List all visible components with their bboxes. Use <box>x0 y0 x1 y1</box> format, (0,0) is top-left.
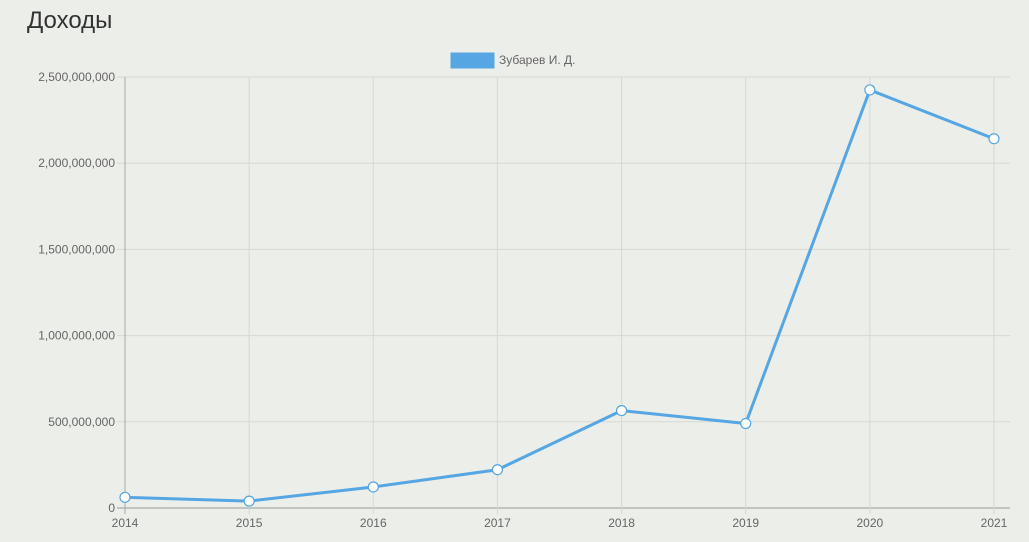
page-title: Доходы <box>27 7 113 34</box>
legend-swatch[interactable] <box>450 52 495 69</box>
x-tick-label: 2017 <box>484 516 511 530</box>
data-point[interactable] <box>740 417 752 430</box>
data-point[interactable] <box>988 133 1000 145</box>
data-point[interactable] <box>367 481 379 493</box>
x-tick-label: 2015 <box>236 516 263 530</box>
axes: 0 500,000,000 1,000,000,000 1,500,000,000 2,… <box>38 70 1007 530</box>
data-point[interactable] <box>243 495 255 507</box>
data-point[interactable] <box>119 491 131 503</box>
data-point[interactable] <box>864 84 876 96</box>
x-tick-label: 2019 <box>732 516 759 530</box>
legend-label-zubarev[interactable]: Зубарев И. Д. <box>499 53 575 67</box>
y-tick-label: 1,000,000,000 <box>38 329 115 343</box>
x-tick-label: 2021 <box>981 516 1008 530</box>
y-tick-label: 500,000,000 <box>48 415 115 429</box>
x-tick-label: 2016 <box>360 516 387 530</box>
y-tick-label: 2,500,000,000 <box>38 70 115 84</box>
series-line <box>123 88 996 503</box>
grid <box>117 76 1010 514</box>
x-tick-label: 2020 <box>857 516 884 530</box>
y-tick-label: 1,500,000,000 <box>38 242 115 256</box>
y-tick-label: 0 <box>108 501 115 515</box>
data-point[interactable] <box>615 404 628 417</box>
series-layer <box>119 84 1000 507</box>
legend[interactable]: Зубарев И. Д. <box>450 52 575 69</box>
y-tick-label: 2,000,000,000 <box>38 156 115 170</box>
x-tick-label: 2014 <box>112 516 139 530</box>
data-point[interactable] <box>491 464 504 476</box>
x-tick-label: 2018 <box>608 516 635 530</box>
